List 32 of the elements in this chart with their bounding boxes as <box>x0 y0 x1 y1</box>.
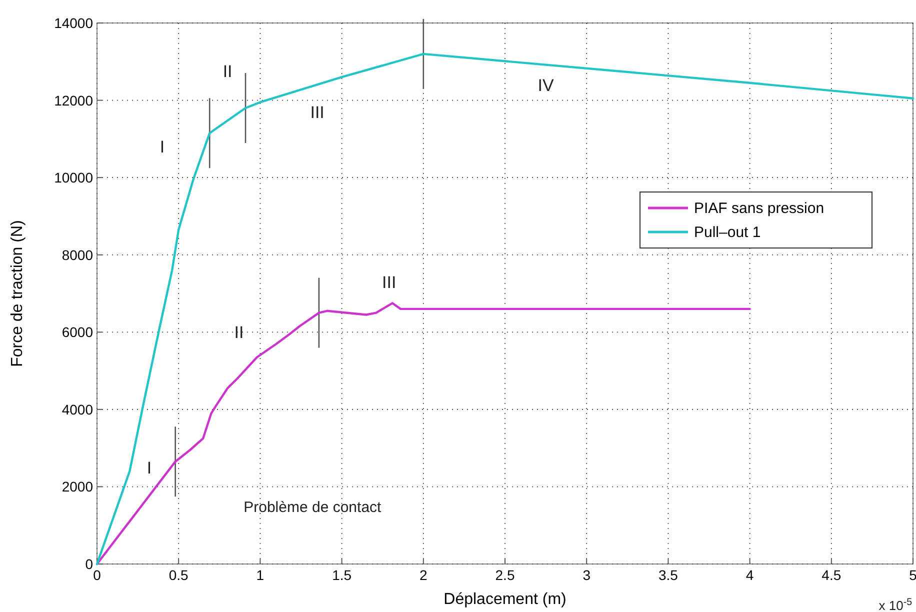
x-tick-label: 1 <box>256 567 264 583</box>
x-tick-label: 4.5 <box>822 567 842 583</box>
legend-label: PIAF sans pression <box>694 200 824 217</box>
y-axis-title: Force de traction (N) <box>9 220 26 367</box>
y-tick-label: 14000 <box>54 15 94 31</box>
y-tick-label: 12000 <box>54 92 94 108</box>
annotation: IV <box>538 76 554 96</box>
x-tick-label: 1.5 <box>332 567 352 583</box>
y-tick-label: 0 <box>85 556 94 572</box>
line-series <box>96 302 751 566</box>
annotation: II <box>234 324 244 343</box>
annotation: II <box>222 62 232 82</box>
y-tick-label: 8000 <box>62 246 94 263</box>
annotation: III <box>310 103 324 122</box>
x-tick-label: 2 <box>420 567 428 583</box>
y-tick-label: 4000 <box>62 401 94 418</box>
x-tick-label: 4 <box>746 567 754 583</box>
annotation: Problème de contact <box>244 498 382 516</box>
annotation: III <box>382 273 396 292</box>
x-tick-label: 2.5 <box>495 567 515 583</box>
y-tick-label: 10000 <box>54 170 94 186</box>
x-axis-title: Déplacement (m) <box>444 591 566 608</box>
x-tick-label: 5 <box>909 567 916 583</box>
legend-label: Pull‒out 1 <box>694 224 761 241</box>
y-tick-label: 2000 <box>62 478 94 495</box>
annotation: I <box>160 138 165 158</box>
x-tick-label: 3.5 <box>658 567 678 583</box>
x-tick-label: 3 <box>582 567 591 583</box>
annotation: I <box>146 458 152 478</box>
y-tick-label: 6000 <box>62 324 94 340</box>
x-tick-label: 0.5 <box>168 567 189 583</box>
text: x 10$^{-5}$ <box>878 596 913 612</box>
